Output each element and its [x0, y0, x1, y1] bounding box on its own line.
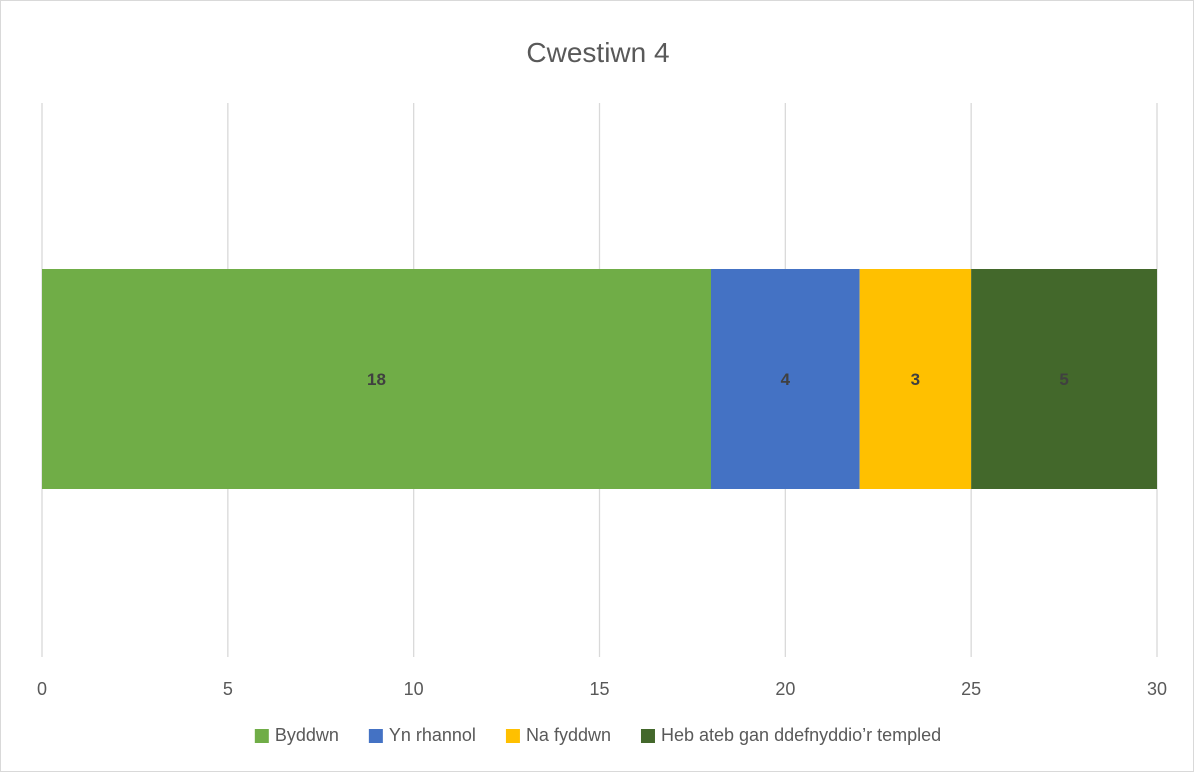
- legend-swatch: [254, 729, 269, 743]
- legend-label: Byddwn: [275, 725, 339, 745]
- legend-item: Heb ateb gan ddefnyddio’r templed: [640, 725, 941, 745]
- chart-title: Cwestiwn 4: [526, 37, 669, 68]
- legend-item: Byddwn: [254, 725, 339, 745]
- legend-label: Heb ateb gan ddefnyddio’r templed: [661, 725, 941, 745]
- legend-item: Na fyddwn: [505, 725, 611, 745]
- x-tick-label: 10: [404, 679, 424, 699]
- bar-segments: [42, 269, 1157, 489]
- legend-label: Na fyddwn: [526, 725, 611, 745]
- bar-segment: [711, 269, 860, 489]
- data-label: 18: [367, 370, 386, 389]
- legend-swatch: [505, 729, 520, 743]
- legend-item: Yn rhannol: [368, 725, 476, 745]
- legend-swatch: [640, 729, 655, 743]
- x-tick-label: 30: [1147, 679, 1167, 699]
- data-labels: 18 4 3 5: [367, 370, 1069, 389]
- legend: Byddwn Yn rhannol Na fyddwn Heb ateb gan dd…: [254, 725, 941, 745]
- x-tick-label: 20: [775, 679, 795, 699]
- bar-segment: [971, 269, 1157, 489]
- x-axis-ticks: 0 5 10 15 20 25 30: [37, 679, 1167, 699]
- data-label: 3: [911, 370, 920, 389]
- bar-segment: [42, 269, 711, 489]
- data-label: 5: [1059, 370, 1068, 389]
- legend-swatch: [368, 729, 383, 743]
- x-tick-label: 15: [589, 679, 609, 699]
- data-label: 4: [781, 370, 791, 389]
- legend-label: Yn rhannol: [389, 725, 476, 745]
- bar-segment: [859, 269, 972, 489]
- x-tick-label: 25: [961, 679, 981, 699]
- x-tick-label: 5: [223, 679, 233, 699]
- x-tick-label: 0: [37, 679, 47, 699]
